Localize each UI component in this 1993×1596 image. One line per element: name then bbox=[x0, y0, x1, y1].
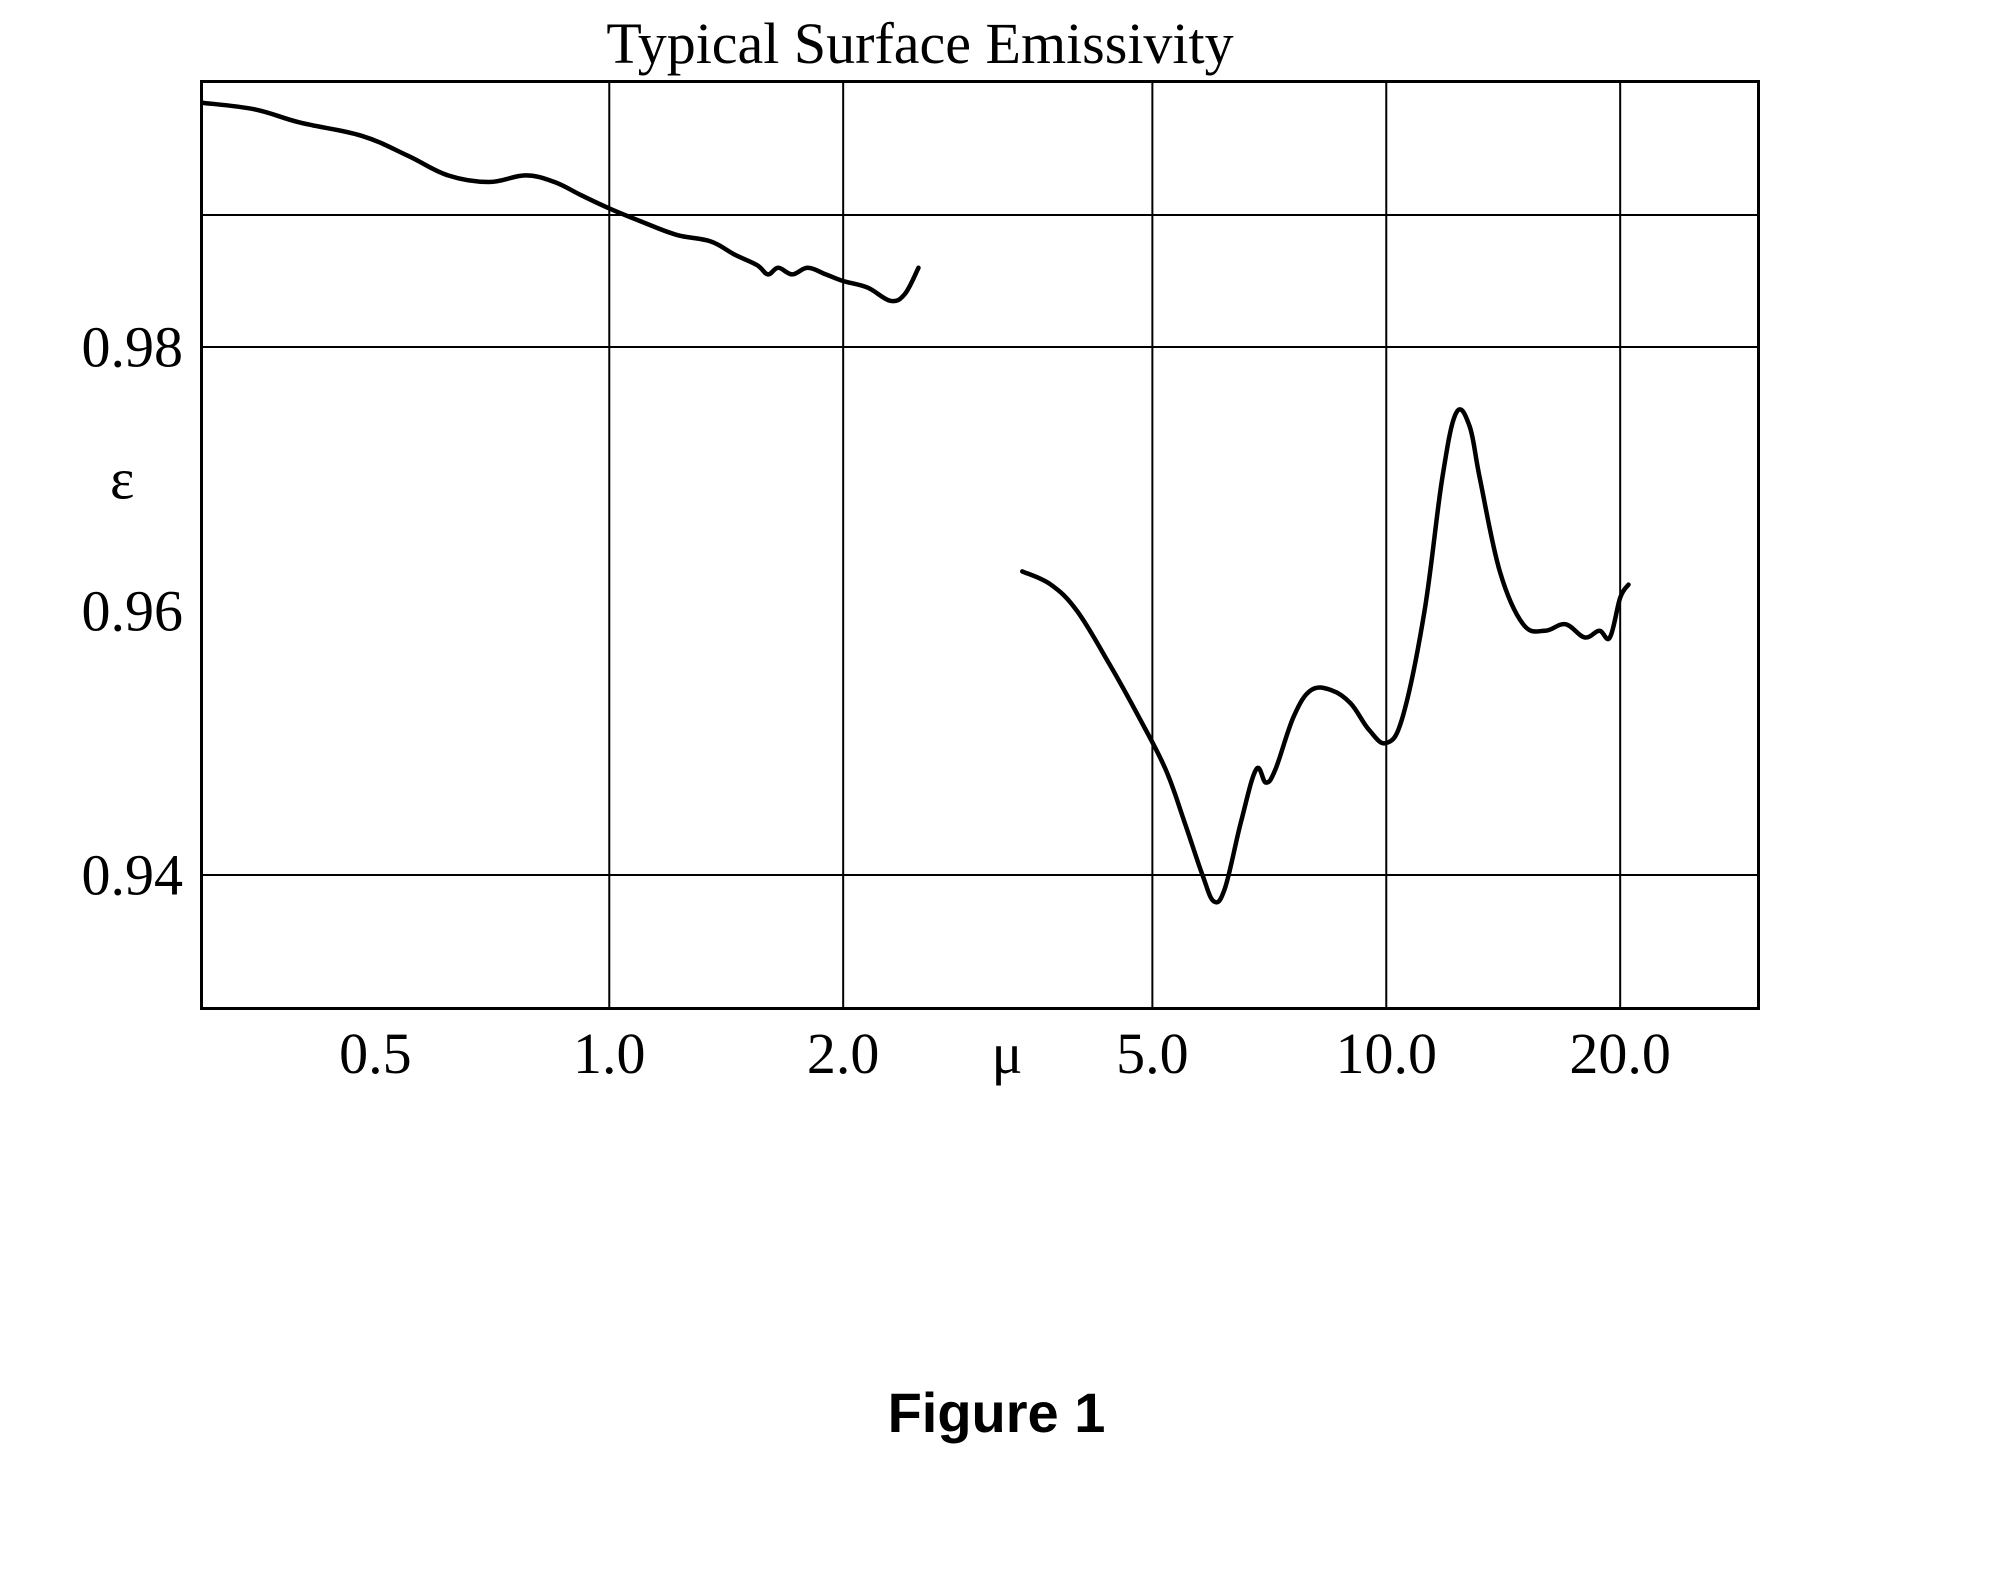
x-tick-label: 5.0 bbox=[1116, 1020, 1189, 1087]
y-tick-label: 0.94 bbox=[3, 842, 183, 909]
plot-area bbox=[200, 80, 1760, 1010]
x-axis-label: μ bbox=[991, 1020, 1022, 1087]
series-segment-right bbox=[1022, 409, 1628, 902]
x-tick-label: 10.0 bbox=[1336, 1020, 1438, 1087]
plot-svg bbox=[203, 83, 1757, 1007]
chart-title: Typical Surface Emissivity bbox=[320, 10, 1520, 77]
x-tick-label: 2.0 bbox=[807, 1020, 880, 1087]
y-tick-label: 0.98 bbox=[3, 314, 183, 381]
figure-caption: Figure 1 bbox=[0, 1380, 1993, 1445]
y-tick-label: 0.96 bbox=[3, 578, 183, 645]
x-tick-label: 1.0 bbox=[573, 1020, 646, 1087]
page: Typical Surface Emissivity ε μ 0.94 0.96 0… bbox=[0, 0, 1993, 1596]
x-tick-label: 20.0 bbox=[1569, 1020, 1671, 1087]
x-tick-label: 0.5 bbox=[339, 1020, 412, 1087]
y-axis-label: ε bbox=[110, 446, 134, 513]
series-segment-left bbox=[203, 103, 918, 301]
